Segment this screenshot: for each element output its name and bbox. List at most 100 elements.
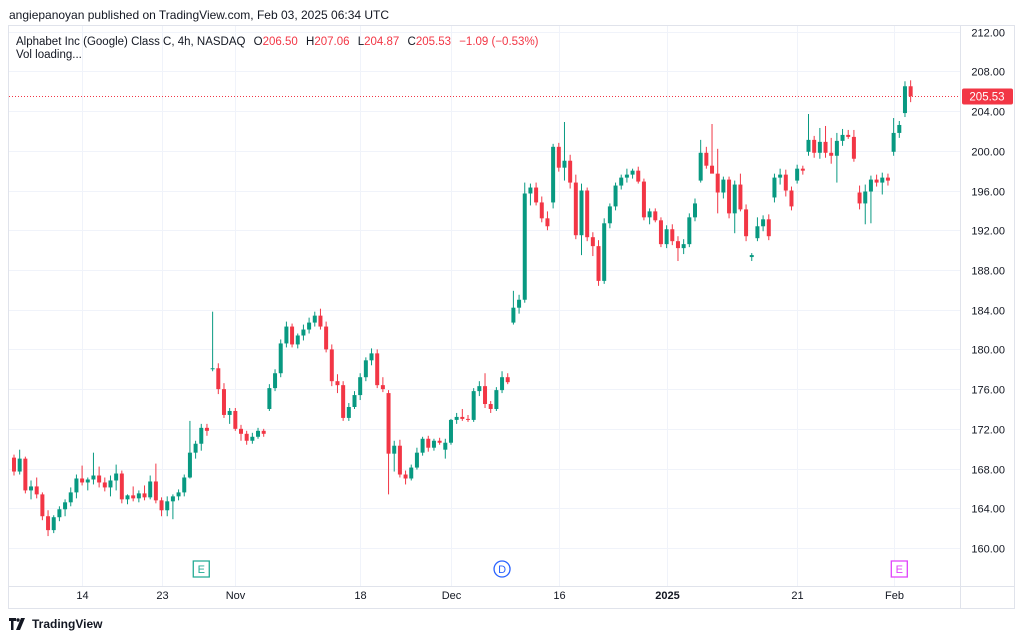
candle-body[interactable] xyxy=(494,390,499,409)
candle-body[interactable] xyxy=(250,436,255,441)
candle-body[interactable] xyxy=(273,373,278,389)
candle-body[interactable] xyxy=(624,174,629,178)
candle-body[interactable] xyxy=(380,385,385,390)
candle-body[interactable] xyxy=(817,141,822,153)
candle-body[interactable] xyxy=(187,452,192,478)
candle-body[interactable] xyxy=(182,477,187,493)
candle-body[interactable] xyxy=(233,410,238,429)
candle-body[interactable] xyxy=(488,404,493,409)
candle-body[interactable] xyxy=(551,146,556,203)
candle-body[interactable] xyxy=(17,458,22,472)
candle-body[interactable] xyxy=(885,177,890,181)
candle-body[interactable] xyxy=(568,160,573,183)
candle-body[interactable] xyxy=(261,430,266,434)
candle-body[interactable] xyxy=(511,307,516,323)
candle-body[interactable] xyxy=(732,184,737,214)
candle-body[interactable] xyxy=(466,418,470,420)
candle-body[interactable] xyxy=(221,389,226,415)
candle-body[interactable] xyxy=(579,190,584,236)
candle-body[interactable] xyxy=(290,326,295,345)
candle-body[interactable] xyxy=(426,438,431,448)
candle-body[interactable] xyxy=(12,457,16,472)
candle-body[interactable] xyxy=(193,443,198,453)
candle-body[interactable] xyxy=(505,377,510,383)
candle-body[interactable] xyxy=(789,190,794,207)
candle-body[interactable] xyxy=(159,500,164,511)
candle-body[interactable] xyxy=(256,430,261,437)
candle-body[interactable] xyxy=(284,326,289,344)
candle-body[interactable] xyxy=(431,440,436,448)
candle-body[interactable] xyxy=(176,492,181,497)
candle-body[interactable] xyxy=(278,343,283,374)
candle-body[interactable] xyxy=(613,185,618,207)
candle-body[interactable] xyxy=(647,211,652,218)
candle-body[interactable] xyxy=(448,419,453,443)
candle-body[interactable] xyxy=(443,442,448,450)
candle-body[interactable] xyxy=(352,395,357,407)
candle-body[interactable] xyxy=(857,192,862,204)
candle-body[interactable] xyxy=(210,368,215,370)
candle-body[interactable] xyxy=(693,203,697,218)
candle-body[interactable] xyxy=(902,86,907,114)
candle-body[interactable] xyxy=(829,152,834,156)
candle-body[interactable] xyxy=(239,428,243,434)
candle-body[interactable] xyxy=(545,218,550,227)
candle-body[interactable] xyxy=(908,86,913,97)
candle-body[interactable] xyxy=(46,516,51,531)
candle-body[interactable] xyxy=(800,168,805,171)
candle-body[interactable] xyxy=(755,226,760,239)
candle-body[interactable] xyxy=(165,501,170,511)
candle-body[interactable] xyxy=(636,170,641,182)
candle-body[interactable] xyxy=(23,458,28,491)
candle-body[interactable] xyxy=(658,220,663,245)
candle-body[interactable] xyxy=(170,496,175,502)
candle-body[interactable] xyxy=(34,486,39,495)
candle-body[interactable] xyxy=(335,381,340,386)
earnings-marker-icon[interactable] xyxy=(192,560,210,578)
candle-body[interactable] xyxy=(534,187,539,203)
candle-body[interactable] xyxy=(795,168,800,181)
candle-body[interactable] xyxy=(585,190,590,238)
candle-body[interactable] xyxy=(51,517,56,531)
candle-body[interactable] xyxy=(851,136,856,159)
candle-body[interactable] xyxy=(641,181,646,218)
candle-body[interactable] xyxy=(783,174,788,191)
candle-body[interactable] xyxy=(148,481,153,498)
candle-body[interactable] xyxy=(437,440,442,443)
candle-body[interactable] xyxy=(392,445,397,454)
candle-body[interactable] xyxy=(341,385,346,418)
candle-body[interactable] xyxy=(102,482,107,488)
candle-body[interactable] xyxy=(681,244,686,249)
candle-body[interactable] xyxy=(386,393,391,454)
candle-body[interactable] xyxy=(114,473,119,481)
candle-body[interactable] xyxy=(607,206,612,224)
candle-body[interactable] xyxy=(97,475,102,483)
candle-body[interactable] xyxy=(454,416,459,420)
candle-body[interactable] xyxy=(749,255,754,258)
candle-body[interactable] xyxy=(596,246,601,281)
candle-body[interactable] xyxy=(74,478,79,493)
candle-body[interactable] xyxy=(119,473,124,500)
candle-body[interactable] xyxy=(346,406,351,418)
candle-body[interactable] xyxy=(312,315,317,323)
candle-body[interactable] xyxy=(63,502,68,510)
candle-body[interactable] xyxy=(517,299,522,308)
candle-body[interactable] xyxy=(301,329,306,336)
candle-body[interactable] xyxy=(573,182,578,236)
candle-body[interactable] xyxy=(216,368,221,390)
candle-body[interactable] xyxy=(675,241,680,249)
candle-body[interactable] xyxy=(267,388,272,409)
footer-brand[interactable]: TradingView xyxy=(9,617,102,631)
candle-body[interactable] xyxy=(868,179,873,192)
candle-body[interactable] xyxy=(471,391,476,420)
candle-body[interactable] xyxy=(358,377,363,396)
candle-body[interactable] xyxy=(590,237,595,247)
candle-body[interactable] xyxy=(375,353,380,386)
candle-body[interactable] xyxy=(318,315,323,327)
candle-body[interactable] xyxy=(670,229,675,242)
candle-body[interactable] xyxy=(619,177,624,186)
candle-body[interactable] xyxy=(29,486,34,491)
candle-body[interactable] xyxy=(766,219,771,237)
candle-body[interactable] xyxy=(653,211,658,221)
